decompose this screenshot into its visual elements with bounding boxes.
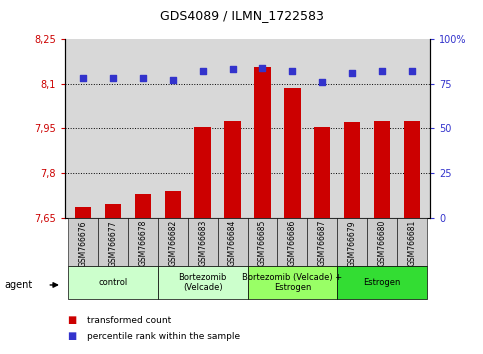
Point: [408, 68, 416, 74]
Text: GSM766680: GSM766680: [378, 220, 386, 267]
FancyBboxPatch shape: [248, 266, 337, 299]
FancyBboxPatch shape: [218, 218, 248, 266]
Text: GSM766685: GSM766685: [258, 220, 267, 267]
FancyBboxPatch shape: [307, 218, 337, 266]
Point: [378, 68, 386, 74]
Text: GSM766681: GSM766681: [408, 220, 416, 266]
Bar: [374, 121, 390, 218]
FancyBboxPatch shape: [367, 218, 397, 266]
FancyBboxPatch shape: [98, 218, 128, 266]
Text: GSM766686: GSM766686: [288, 220, 297, 267]
Text: GDS4089 / ILMN_1722583: GDS4089 / ILMN_1722583: [159, 9, 324, 22]
Bar: [165, 191, 181, 218]
Point: [229, 67, 237, 72]
Text: Estrogen: Estrogen: [363, 278, 401, 287]
Text: ■: ■: [68, 331, 77, 341]
FancyBboxPatch shape: [158, 266, 248, 299]
Point: [348, 70, 356, 76]
Text: percentile rank within the sample: percentile rank within the sample: [87, 332, 240, 341]
Text: transformed count: transformed count: [87, 316, 171, 325]
FancyBboxPatch shape: [337, 218, 367, 266]
Point: [79, 75, 87, 81]
Bar: [314, 127, 330, 218]
Point: [318, 79, 326, 85]
Point: [109, 75, 117, 81]
Text: GSM766682: GSM766682: [168, 220, 177, 266]
Text: ■: ■: [68, 315, 77, 325]
Point: [169, 77, 177, 83]
FancyBboxPatch shape: [158, 218, 188, 266]
Text: GSM766677: GSM766677: [109, 220, 117, 267]
FancyBboxPatch shape: [68, 218, 98, 266]
FancyBboxPatch shape: [128, 218, 158, 266]
FancyBboxPatch shape: [277, 218, 307, 266]
Text: GSM766687: GSM766687: [318, 220, 327, 267]
Bar: [225, 121, 241, 218]
Bar: [404, 121, 420, 218]
Point: [199, 68, 207, 74]
Bar: [105, 204, 121, 218]
Text: GSM766684: GSM766684: [228, 220, 237, 267]
Text: Bortezomib (Velcade) +
Estrogen: Bortezomib (Velcade) + Estrogen: [242, 273, 342, 292]
Point: [258, 65, 266, 70]
Bar: [284, 88, 300, 218]
Bar: [195, 127, 211, 218]
Text: GSM766683: GSM766683: [198, 220, 207, 267]
Text: GSM766676: GSM766676: [79, 220, 87, 267]
FancyBboxPatch shape: [68, 266, 158, 299]
Text: GSM766678: GSM766678: [139, 220, 147, 267]
Point: [288, 68, 296, 74]
FancyBboxPatch shape: [188, 218, 218, 266]
FancyBboxPatch shape: [397, 218, 427, 266]
Bar: [75, 207, 91, 218]
Text: control: control: [99, 278, 128, 287]
Text: Bortezomib
(Velcade): Bortezomib (Velcade): [179, 273, 227, 292]
FancyBboxPatch shape: [337, 266, 427, 299]
Point: [139, 75, 147, 81]
Bar: [254, 67, 270, 218]
Bar: [344, 122, 360, 218]
Text: agent: agent: [5, 280, 33, 290]
Bar: [135, 194, 151, 218]
Text: GSM766679: GSM766679: [348, 220, 356, 267]
FancyBboxPatch shape: [248, 218, 277, 266]
